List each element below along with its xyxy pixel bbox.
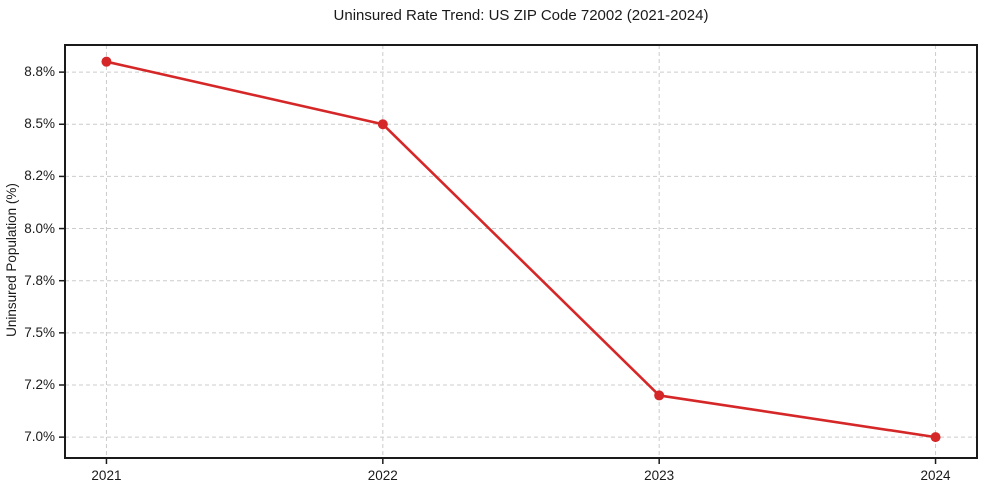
line-chart-plot-area xyxy=(59,44,978,464)
chart-title: Uninsured Rate Trend: US ZIP Code 72002 … xyxy=(333,7,709,24)
y-tick-label: 7.8% xyxy=(24,272,55,288)
y-tick-label: 7.5% xyxy=(24,324,55,340)
x-tick-label: 2021 xyxy=(91,468,122,483)
data-point-marker xyxy=(377,119,388,130)
y-tick-label: 8.2% xyxy=(24,168,55,184)
x-tick-label: 2024 xyxy=(920,468,951,483)
x-tick-label: 2023 xyxy=(644,468,675,483)
data-point-marker xyxy=(101,56,112,67)
y-tick-label: 8.5% xyxy=(24,116,55,132)
axes-frame xyxy=(64,44,978,459)
trend-line xyxy=(105,60,937,439)
y-tick-label: 8.0% xyxy=(24,220,55,236)
y-tick-label: 7.0% xyxy=(24,429,55,445)
y-tick-label: 7.2% xyxy=(24,376,55,392)
x-tick-label: 2022 xyxy=(367,468,398,483)
data-point-marker xyxy=(654,390,665,401)
data-point-marker xyxy=(930,432,941,443)
y-tick-label: 8.8% xyxy=(24,64,55,80)
